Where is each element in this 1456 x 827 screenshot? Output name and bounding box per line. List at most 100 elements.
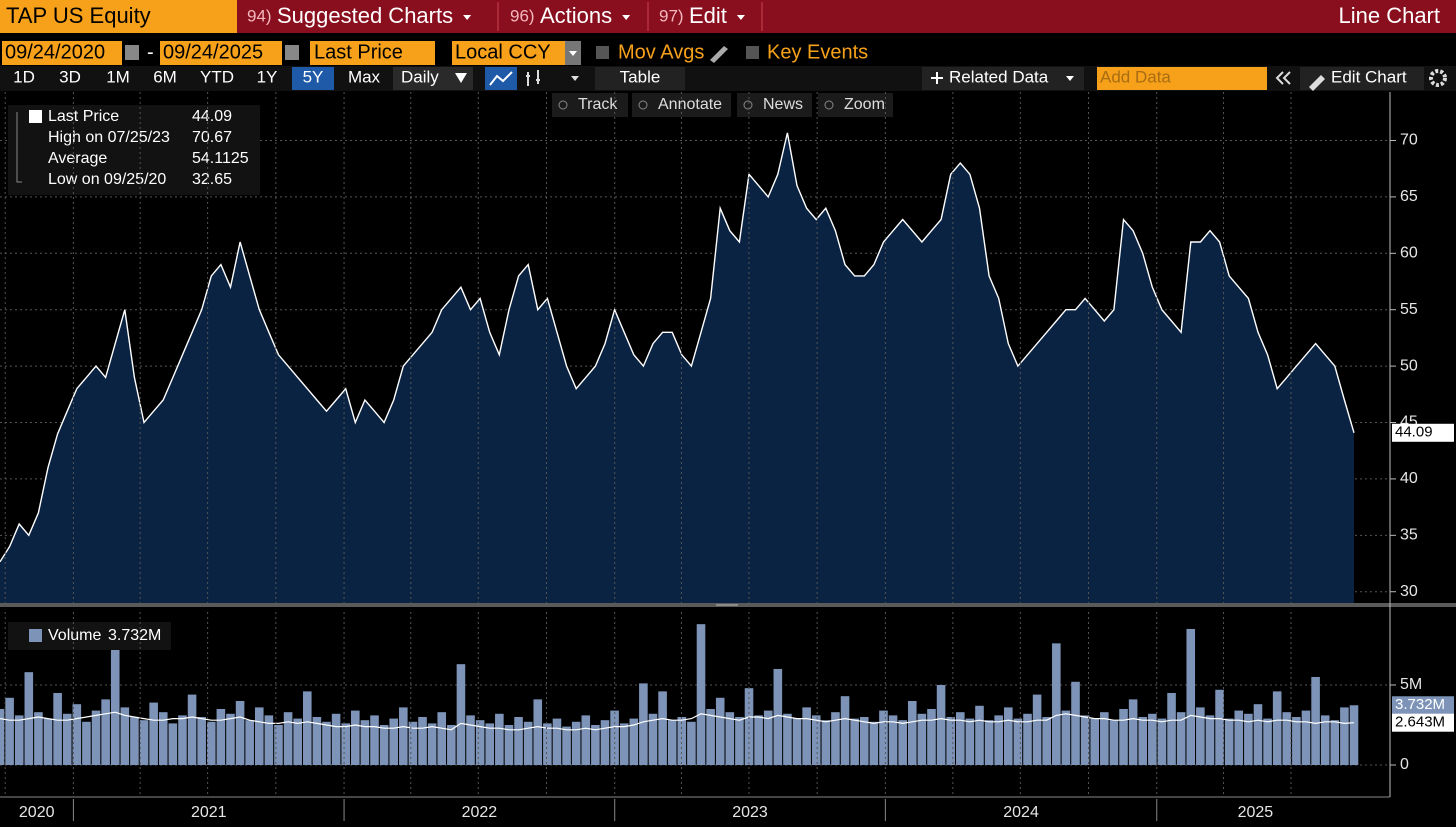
volume-bar	[331, 713, 341, 765]
legend-swatch	[29, 110, 42, 123]
calendar-icon[interactable]	[285, 45, 299, 60]
key-events[interactable]: Key Events	[767, 41, 868, 63]
edit-chart-box[interactable]	[1300, 67, 1424, 90]
period-button[interactable]: 6M	[153, 67, 177, 86]
security-box[interactable]	[0, 0, 237, 33]
tool-box[interactable]	[552, 93, 628, 117]
volume-bar	[552, 718, 562, 765]
volume-bar	[1071, 681, 1080, 765]
menu-label[interactable]: Edit	[689, 3, 727, 28]
volume-bar	[639, 683, 648, 765]
tool-button[interactable]: Track	[578, 96, 618, 113]
volume-bar	[667, 720, 677, 765]
legend-value: 44.09	[192, 108, 232, 125]
tool-icon	[638, 100, 648, 110]
volume-bar	[0, 708, 5, 765]
menu-bar	[237, 0, 1456, 33]
volume-bar	[389, 718, 399, 765]
start-date-box[interactable]	[2, 41, 122, 65]
security[interactable]: TAP US Equity	[6, 3, 151, 28]
volume-bar	[456, 664, 466, 765]
calendar-icon[interactable]	[125, 45, 139, 60]
table-box[interactable]	[595, 67, 685, 90]
menu-label[interactable]: Actions	[540, 3, 612, 28]
add-data-placeholder[interactable]: Add Data	[1100, 67, 1171, 86]
volume-bar	[1196, 707, 1205, 765]
volume-bar	[514, 716, 523, 765]
menu-key[interactable]: 94)	[247, 6, 272, 25]
volume-bar	[523, 721, 533, 765]
edit-chart[interactable]: Edit Chart	[1331, 67, 1407, 86]
frequency-box[interactable]	[393, 67, 473, 90]
volume-bar	[571, 721, 581, 765]
period-button[interactable]: 1D	[13, 67, 35, 86]
volume-bar	[1138, 716, 1148, 765]
volume-bar	[370, 715, 379, 765]
field[interactable]: Last Price	[314, 41, 403, 63]
tool-button[interactable]: News	[763, 96, 803, 113]
currency[interactable]: Local CCY	[455, 41, 551, 63]
volume-bar	[418, 716, 427, 765]
y-tick-label: 50	[1400, 357, 1418, 374]
period-button[interactable]: 1Y	[257, 67, 278, 86]
period-button[interactable]: YTD	[200, 67, 234, 86]
volume-bar	[869, 721, 879, 765]
legend-value: 54.1125	[192, 150, 249, 167]
related-data-box[interactable]	[922, 67, 1084, 90]
volume-bar	[936, 684, 946, 765]
volume-bar	[1100, 712, 1109, 765]
menu-key[interactable]: 96)	[510, 6, 535, 25]
currency-box[interactable]	[452, 41, 565, 65]
menu-key[interactable]: 97)	[659, 6, 684, 25]
volume-bar	[283, 712, 293, 765]
period-button[interactable]: 1M	[106, 67, 130, 86]
period-button[interactable]: 5Y	[303, 67, 324, 86]
volume-bar	[360, 720, 370, 765]
frequency[interactable]: Daily	[401, 67, 439, 86]
volume-bar	[619, 723, 629, 765]
end-date[interactable]: 09/24/2025	[163, 41, 263, 63]
start-date[interactable]: 09/24/2020	[5, 41, 105, 63]
volume-bar	[888, 715, 898, 765]
period-button[interactable]: Max	[348, 67, 381, 86]
end-date-box[interactable]	[160, 41, 282, 65]
checkbox[interactable]	[746, 46, 759, 59]
checkbox[interactable]	[596, 46, 609, 59]
volume-bar	[264, 715, 274, 765]
table-button[interactable]: Table	[620, 67, 661, 86]
volume-bar	[543, 723, 552, 765]
bar-icon[interactable]	[526, 70, 540, 86]
tool-box[interactable]	[737, 93, 812, 117]
volume-bar	[562, 726, 571, 765]
volume-bar	[120, 707, 130, 765]
tool-box[interactable]	[818, 93, 893, 117]
volume-bar	[706, 708, 715, 765]
related-data[interactable]: Related Data	[949, 67, 1049, 86]
tool-icon	[558, 100, 568, 110]
y-tick-label: 35	[1400, 527, 1418, 544]
volume-bar	[1340, 707, 1349, 765]
volume-bar	[994, 715, 1003, 765]
menu-label[interactable]: Suggested Charts	[277, 3, 453, 28]
tool-button[interactable]: Annotate	[658, 96, 722, 113]
volume-bar	[1167, 692, 1176, 765]
chart-caret[interactable]	[571, 76, 579, 81]
add-data-box[interactable]	[1097, 67, 1267, 90]
y-tick-label: 30	[1400, 583, 1418, 600]
tool-button[interactable]: Zoom	[844, 96, 885, 113]
line-icon	[489, 71, 513, 86]
field-box[interactable]	[310, 41, 435, 65]
mov-avgs[interactable]: Mov Avgs	[618, 41, 704, 63]
volume-bar	[351, 710, 360, 765]
pencil-icon[interactable]	[710, 46, 728, 63]
volume-bar	[879, 710, 888, 765]
volume-bar	[898, 720, 907, 765]
legend-label: High on 07/25/23	[48, 129, 170, 146]
y-tick-label: 55	[1400, 301, 1418, 318]
period-button[interactable]: 3D	[59, 67, 81, 86]
collapse-icon[interactable]	[1275, 71, 1291, 85]
settings-icon[interactable]	[1429, 69, 1447, 87]
volume-bar	[1253, 704, 1263, 765]
